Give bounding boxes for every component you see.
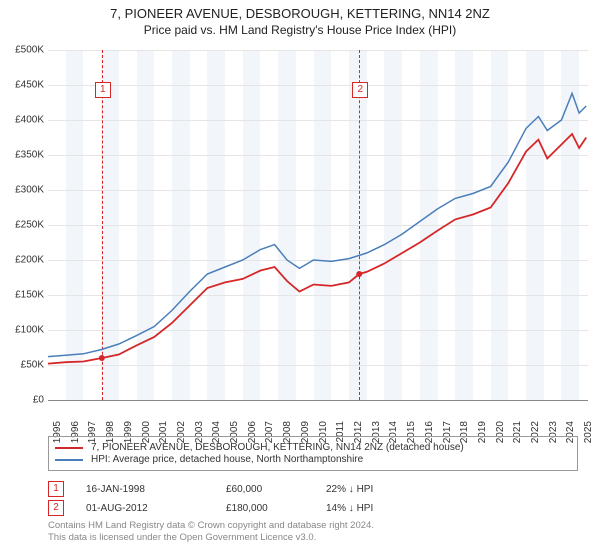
y-tick-label: £350K xyxy=(2,150,44,161)
legend-swatch xyxy=(55,447,83,449)
marker-row: 2 01-AUG-2012£180,00014% ↓ HPI xyxy=(48,500,466,516)
legend-label: HPI: Average price, detached house, Nort… xyxy=(91,454,363,465)
marker-row-diff: 22% ↓ HPI xyxy=(326,484,466,495)
marker-row-number: 1 xyxy=(48,481,64,497)
y-tick-label: £400K xyxy=(2,115,44,126)
marker-row-number: 2 xyxy=(48,500,64,516)
markers-table: 1 16-JAN-1998£60,00022% ↓ HPI 2 01-AUG-2012… xyxy=(48,478,466,519)
legend-row: 7, PIONEER AVENUE, DESBOROUGH, KETTERING… xyxy=(55,442,571,453)
marker-row-date: 16-JAN-1998 xyxy=(86,484,226,495)
y-tick-label: £200K xyxy=(2,255,44,266)
y-tick-label: £450K xyxy=(2,80,44,91)
y-tick-label: £50K xyxy=(2,360,44,371)
chart-area: £0£50K£100K£150K£200K£250K£300K£350K£400… xyxy=(48,50,588,400)
y-tick-label: £0 xyxy=(2,395,44,406)
y-tick-label: £300K xyxy=(2,185,44,196)
legend-swatch xyxy=(55,459,83,461)
series-hpi xyxy=(48,93,586,356)
legend-row: HPI: Average price, detached house, Nort… xyxy=(55,454,571,465)
footnote-line2: This data is licensed under the Open Gov… xyxy=(48,532,374,544)
y-tick-label: £500K xyxy=(2,45,44,56)
marker-row-price: £180,000 xyxy=(226,503,326,514)
chart-lines xyxy=(48,50,588,400)
x-tick-label: 2025 xyxy=(583,421,594,443)
sale-point xyxy=(99,355,105,361)
footnote-line1: Contains HM Land Registry data © Crown c… xyxy=(48,520,374,532)
footnotes: Contains HM Land Registry data © Crown c… xyxy=(48,520,374,545)
y-tick-label: £150K xyxy=(2,290,44,301)
marker-row-date: 01-AUG-2012 xyxy=(86,503,226,514)
sale-point xyxy=(356,271,362,277)
y-tick-label: £100K xyxy=(2,325,44,336)
chart-title-line2: Price paid vs. HM Land Registry's House … xyxy=(0,23,600,41)
legend: 7, PIONEER AVENUE, DESBOROUGH, KETTERING… xyxy=(48,436,578,471)
marker-row-diff: 14% ↓ HPI xyxy=(326,503,466,514)
marker-row-price: £60,000 xyxy=(226,484,326,495)
y-tick-label: £250K xyxy=(2,220,44,231)
series-property xyxy=(48,134,586,364)
marker-row: 1 16-JAN-1998£60,00022% ↓ HPI xyxy=(48,481,466,497)
chart-title-line1: 7, PIONEER AVENUE, DESBOROUGH, KETTERING… xyxy=(0,0,600,23)
legend-label: 7, PIONEER AVENUE, DESBOROUGH, KETTERING… xyxy=(91,442,464,453)
